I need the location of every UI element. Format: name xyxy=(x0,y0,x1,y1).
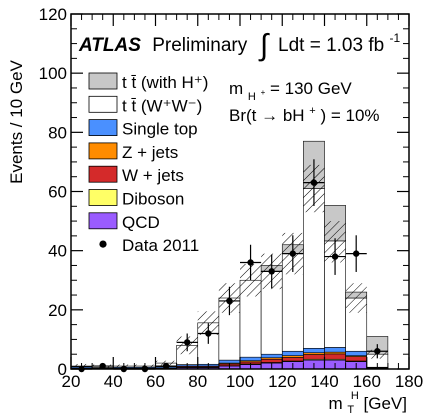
bar-wjets xyxy=(324,353,346,360)
x-axis-label-main: m xyxy=(328,394,342,413)
mass-annotation: m H + = 130 GeV xyxy=(229,79,352,104)
br-text: Br(t → bH xyxy=(229,106,305,125)
legend-swatch-qcd xyxy=(88,212,118,230)
legend-label-zjets: Z + jets xyxy=(122,143,178,162)
uncertainty-band xyxy=(345,283,367,313)
x-axis-label-sup: H xyxy=(351,390,359,402)
y-tick-label: 20 xyxy=(48,301,67,320)
bar-single_top xyxy=(218,359,241,364)
bar-single_top xyxy=(281,350,304,356)
y-tick-label: 100 xyxy=(39,64,67,83)
data-point xyxy=(331,253,339,260)
y-tick-label: 40 xyxy=(48,242,67,261)
legend-swatch-signal xyxy=(88,72,118,90)
y-tick-label: 60 xyxy=(48,183,67,202)
bar-single_top xyxy=(260,353,283,359)
data-point xyxy=(183,339,191,346)
atlas-experiment: ATLAS xyxy=(78,35,141,56)
legend: t t̄ (with H⁺) t t̄ (W⁺W⁻) Single top Z + j… xyxy=(88,72,208,255)
bar-single_top xyxy=(345,350,368,356)
luminosity-sup: -1 xyxy=(389,31,400,45)
x-tick-label: 80 xyxy=(188,372,207,391)
atlas-label: ATLAS Preliminary xyxy=(78,35,248,56)
legend-swatch-single_top xyxy=(88,119,118,136)
y-axis-label: Events / 10 GeV xyxy=(7,59,26,183)
bar-single_top xyxy=(303,347,325,354)
data-point xyxy=(205,330,212,337)
x-tick-label: 20 xyxy=(62,372,81,391)
y-tick-label: 80 xyxy=(48,123,67,142)
uncertainty-band xyxy=(197,311,219,335)
data-point xyxy=(352,250,360,257)
bar-wjets xyxy=(260,358,283,363)
x-tick-label: 180 xyxy=(395,372,423,391)
mass-symbol: m xyxy=(229,79,243,98)
mass-subscript-sup: + xyxy=(261,88,266,97)
legend-label-signal: t t̄ (with H⁺) xyxy=(122,73,208,92)
x-axis-label: m T H [GeV] xyxy=(328,384,407,414)
br-sup: + xyxy=(309,105,315,117)
atlas-status: Preliminary xyxy=(152,35,248,56)
legend-label-wjets: W + jets xyxy=(122,166,184,185)
data-point xyxy=(247,259,254,266)
luminosity-label: Ldt = 1.03 fb -1 xyxy=(278,31,400,56)
bar-wjets xyxy=(303,354,325,360)
legend-label-ttbar: t t̄ (W⁺W⁻) xyxy=(122,96,202,115)
bar-ttbar xyxy=(303,188,325,349)
legend-swatch-diboson xyxy=(88,189,118,206)
x-tick-label: 60 xyxy=(146,372,165,391)
bar-wjets xyxy=(345,356,368,362)
x-tick-label: 40 xyxy=(104,372,123,391)
legend-label-qcd: QCD xyxy=(122,213,160,232)
mass-subscript: H xyxy=(248,91,256,103)
legend-label-data: Data 2011 xyxy=(122,236,199,255)
data-point xyxy=(226,297,233,305)
data-point xyxy=(374,348,381,355)
bar-wjets xyxy=(281,357,304,362)
x-tick-label: 120 xyxy=(268,372,296,391)
x-tick-label: 100 xyxy=(226,372,254,391)
y-tick-label: 120 xyxy=(39,5,67,24)
integral-sign: ∫ xyxy=(258,29,270,62)
x-axis-label-unit: [GeV] xyxy=(364,394,407,413)
legend-swatch-zjets xyxy=(88,142,118,160)
legend-label-diboson: Diboson xyxy=(122,190,184,209)
y-tick-label: 0 xyxy=(58,360,67,379)
mass-value: = 130 GeV xyxy=(270,79,352,98)
legend-swatch-ttbar xyxy=(88,95,118,113)
x-axis-label-sub: T xyxy=(347,404,354,414)
bar-single_top xyxy=(324,347,346,353)
br-annotation: Br(t → bH + ) = 10% xyxy=(229,99,380,125)
br-value: ) = 10% xyxy=(320,106,379,125)
data-point xyxy=(310,179,318,186)
data-point xyxy=(268,268,275,275)
legend-swatch-wjets xyxy=(88,165,118,183)
x-tick-label: 160 xyxy=(353,372,381,391)
luminosity-text: Ldt = 1.03 fb xyxy=(278,35,384,56)
x-tick-label: 140 xyxy=(310,372,338,391)
legend-marker-data xyxy=(99,240,107,248)
bar-single_top xyxy=(239,356,262,362)
legend-label-single_top: Single top xyxy=(122,120,198,139)
data-point xyxy=(289,250,297,257)
